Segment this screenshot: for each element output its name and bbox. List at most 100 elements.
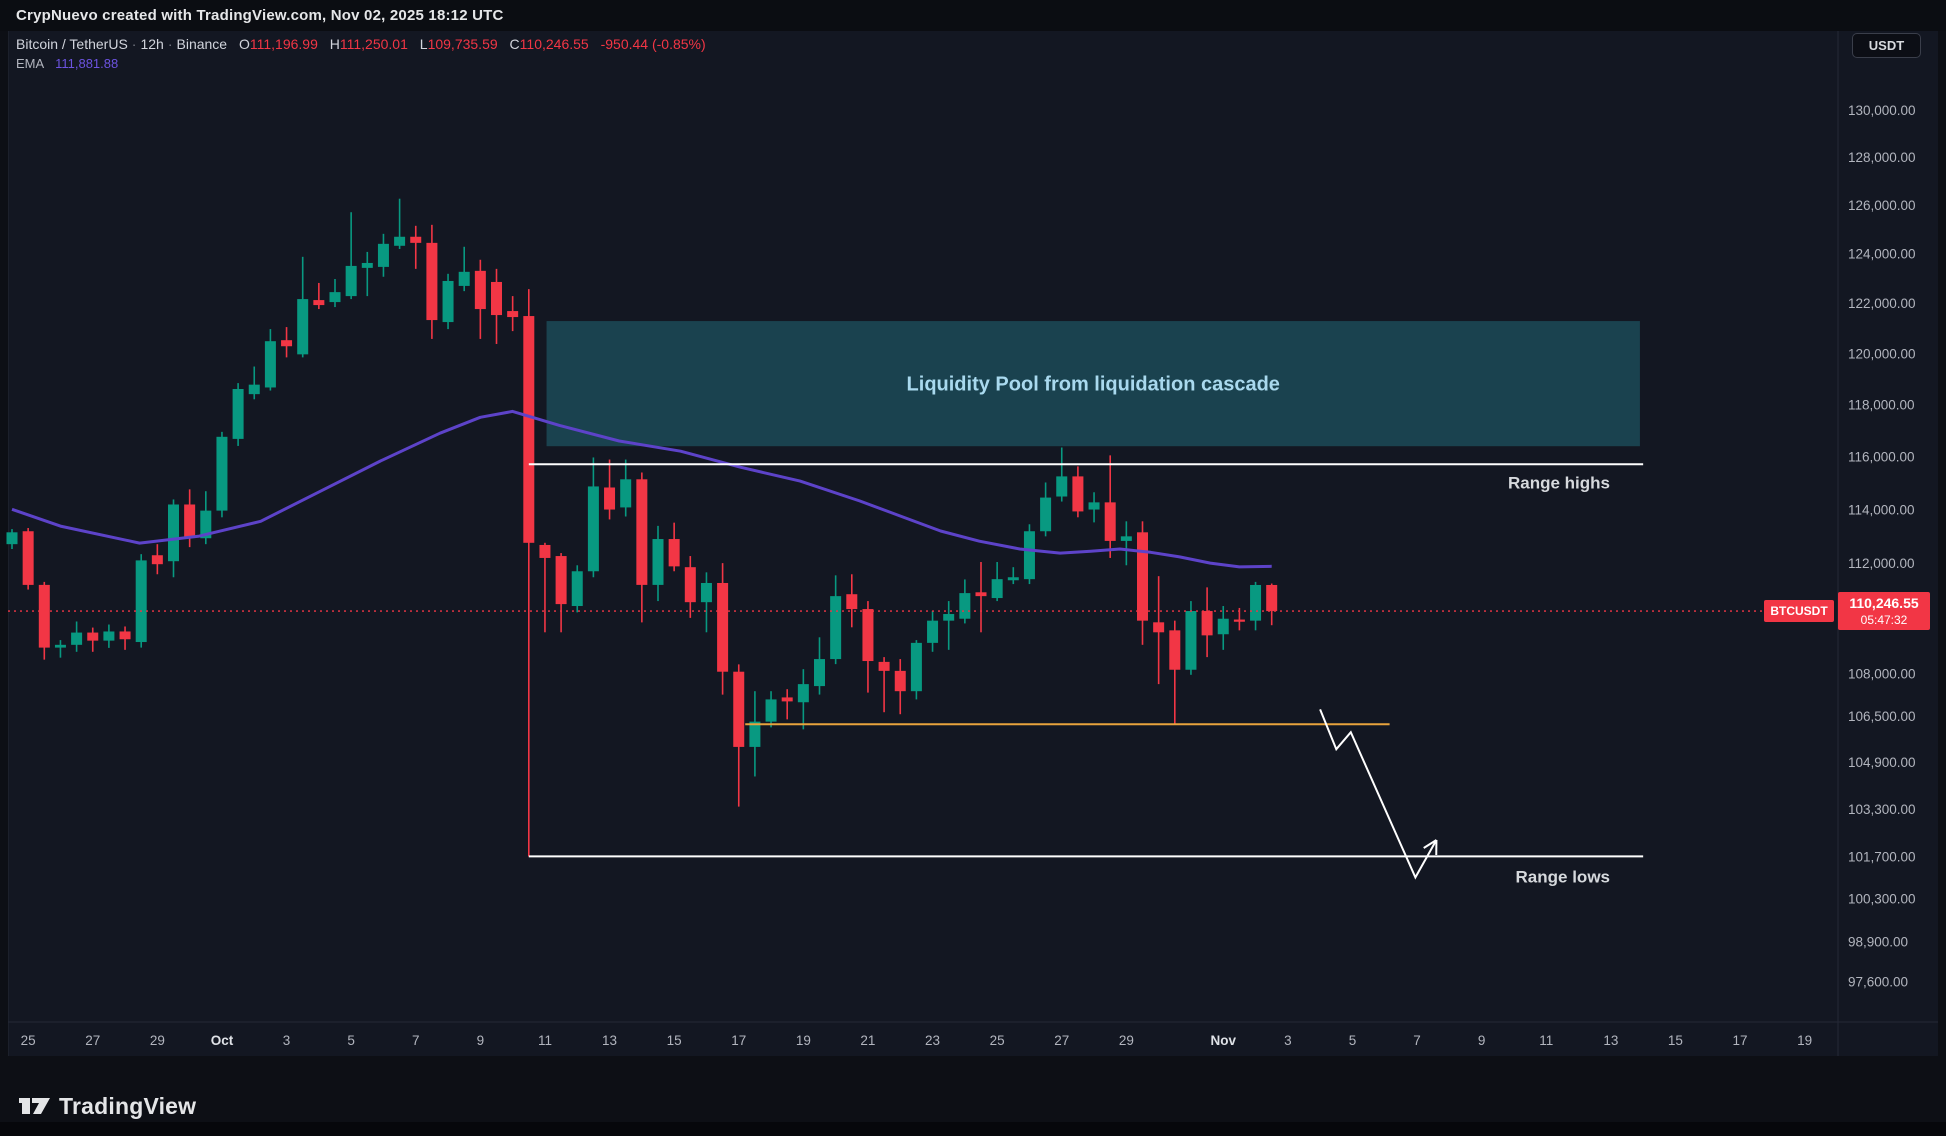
price-axis-label: 130,000.00 (1848, 103, 1916, 118)
candle-body (846, 594, 858, 610)
price-axis-label: 100,300.00 (1848, 892, 1916, 907)
time-axis-label: 5 (347, 1033, 355, 1048)
candle-body (959, 593, 971, 619)
tradingview-logo-icon (19, 1098, 50, 1114)
candle-body (232, 389, 244, 439)
high-value: 111,250.01 (339, 36, 408, 52)
attribution-text: CrypNuevo created with TradingView.com, … (16, 7, 504, 24)
candle-body (1169, 630, 1181, 670)
candle-body (1040, 497, 1052, 532)
candle-body (1233, 619, 1245, 622)
time-axis-label: 25 (21, 1033, 36, 1048)
time-axis-label: 27 (85, 1033, 100, 1048)
symbol-price-label-badge: BTCUSDT (1764, 600, 1834, 623)
candle-body (1023, 531, 1035, 580)
candle-body (523, 316, 535, 543)
candle-body (1217, 618, 1229, 635)
candle-body (1250, 584, 1262, 621)
attribution-bar: CrypNuevo created with TradingView.com, … (0, 0, 1946, 31)
time-axis-label: 27 (1054, 1033, 1069, 1048)
candle-body (733, 671, 745, 747)
candle-body (1185, 610, 1197, 670)
last-price-value: 110,246.55 (1849, 595, 1919, 612)
candle-body (22, 531, 34, 585)
time-axis-label: 17 (1733, 1033, 1748, 1048)
candle-body (507, 311, 519, 318)
candle-body (135, 560, 147, 643)
candle-body (539, 544, 551, 558)
time-axis-label: 17 (731, 1033, 746, 1048)
candle-body (168, 504, 179, 562)
time-axis-label: 25 (990, 1033, 1005, 1048)
time-axis-label: 3 (1284, 1033, 1292, 1048)
symbol-name[interactable]: Bitcoin / TetherUS (16, 36, 128, 52)
candle-body (781, 697, 793, 702)
price-axis-label: 120,000.00 (1848, 346, 1916, 361)
candles-layer (6, 198, 1278, 857)
candle-body (765, 699, 777, 722)
bar-countdown: 05:47:32 (1860, 613, 1908, 628)
open-value: 111,196.99 (249, 36, 318, 52)
time-axis[interactable]: 25 27 29 Oct 3 5 7 9 11 13 15 17 19 21 23 25 27 29 Nov 3 5 7 9… (21, 1033, 1813, 1048)
time-axis-label: 13 (1603, 1033, 1618, 1048)
candle-body (684, 567, 696, 603)
close-label: C (509, 36, 520, 52)
time-axis-label: 15 (1668, 1033, 1683, 1048)
candle-body (830, 596, 842, 660)
legend-separator: · (167, 36, 173, 52)
legend-separator: · (131, 36, 137, 52)
candle-body (652, 539, 664, 585)
price-axis[interactable]: 130,000.00 128,000.00 126,000.00 124,000.00… (1848, 103, 1916, 990)
time-axis-label: Oct (211, 1033, 234, 1048)
time-axis-label: 5 (1349, 1033, 1357, 1048)
indicator-name[interactable]: EMA (16, 56, 44, 71)
exchange-label[interactable]: Binance (176, 36, 228, 52)
tradingview-logo[interactable]: TradingView (18, 1090, 196, 1122)
candle-body (264, 341, 276, 388)
time-axis-label: 29 (150, 1033, 165, 1048)
low-label: L (419, 36, 428, 52)
time-axis-label: 19 (796, 1033, 811, 1048)
change-value: -950.44 (-0.85%) (600, 36, 706, 52)
candle-body (1104, 502, 1116, 541)
candle-body (894, 670, 906, 692)
candle-body (1007, 577, 1019, 581)
candle-body (200, 510, 212, 539)
candle-body (1137, 532, 1148, 621)
interval-label[interactable]: 12h (140, 36, 164, 52)
price-axis-label: 106,500.00 (1848, 709, 1916, 724)
candle-body (394, 236, 406, 246)
candle-body (571, 571, 583, 607)
candle-body (1056, 476, 1068, 497)
candle-body (313, 300, 325, 306)
tradingview-wordmark: TradingView (59, 1092, 197, 1119)
candle-body (54, 644, 66, 648)
time-axis-label: 9 (1478, 1033, 1486, 1048)
last-price-badge: 110,246.55 05:47:32 (1838, 592, 1930, 631)
candle-body (410, 236, 422, 243)
candle-body (119, 631, 131, 640)
time-axis-label: 11 (538, 1033, 552, 1048)
price-axis-label: 112,000.00 (1848, 556, 1915, 571)
time-axis-label: 13 (602, 1033, 617, 1048)
candle-body (668, 539, 680, 567)
time-axis-label: 3 (283, 1033, 291, 1048)
candle-body (878, 661, 890, 671)
candle-body (71, 632, 83, 645)
currency-toggle-button[interactable]: USDT (1852, 33, 1921, 58)
candle-body (151, 555, 163, 565)
indicator-value: 111,881.88 (55, 56, 119, 71)
range-highs-label: Range highs (1508, 473, 1610, 492)
time-axis-label: 7 (1413, 1033, 1421, 1048)
high-label: H (329, 36, 340, 52)
indicator-legend[interactable]: EMA 111,881.88 (16, 56, 118, 71)
candle-body (426, 242, 438, 321)
candle-body (700, 582, 712, 603)
candle-body (1153, 622, 1165, 633)
time-axis-label: 21 (860, 1033, 875, 1048)
symbol-legend[interactable]: Bitcoin / TetherUS · 12h · Binance O111,196.… (16, 36, 706, 52)
candle-body (797, 684, 809, 703)
liquidity-pool-label: Liquidity Pool from liquidation cascade (907, 374, 1280, 396)
time-axis-label: 9 (477, 1033, 485, 1048)
